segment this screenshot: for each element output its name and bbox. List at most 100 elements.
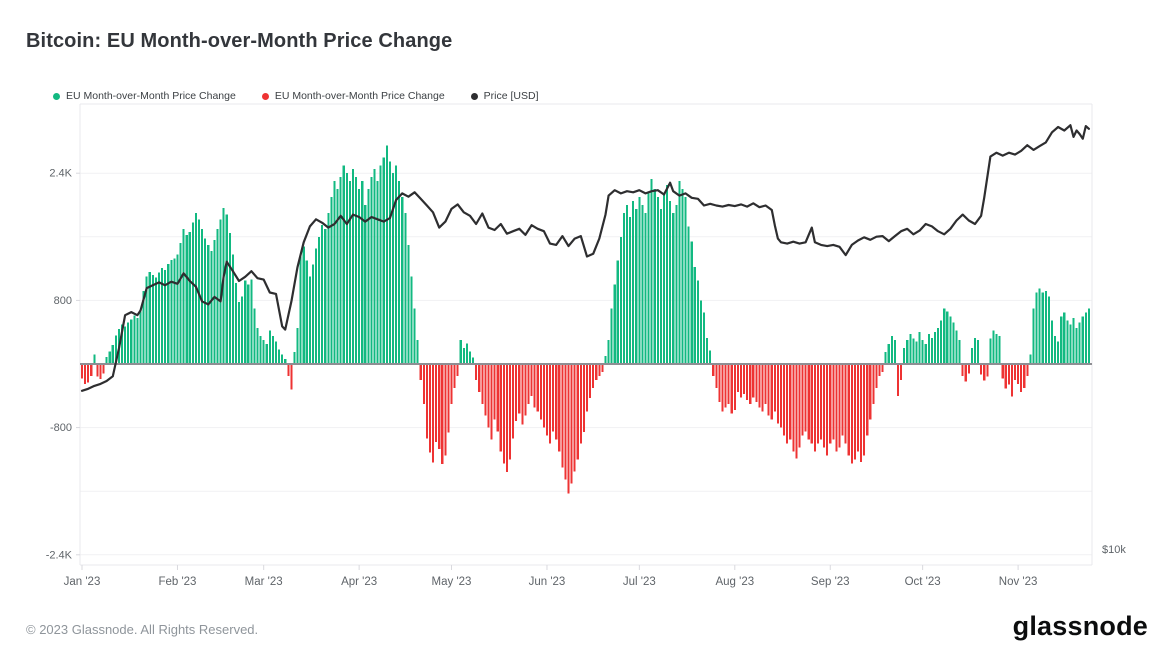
negative-bar — [819, 364, 823, 440]
positive-bar — [179, 243, 182, 364]
positive-bar — [302, 246, 305, 364]
positive-bar — [305, 260, 308, 364]
negative-bar — [863, 364, 866, 456]
negative-bar — [715, 364, 718, 388]
positive-bar — [468, 351, 472, 364]
negative-bar — [746, 364, 749, 400]
positive-bar — [912, 338, 915, 364]
positive-bar — [145, 276, 148, 364]
negative-bar — [856, 364, 860, 452]
positive-bar — [127, 322, 130, 364]
positive-bar — [998, 336, 1001, 364]
positive-bar — [949, 316, 952, 364]
negative-bar — [869, 364, 872, 420]
positive-bar — [111, 344, 114, 364]
negative-bar — [980, 364, 983, 375]
positive-bar — [358, 189, 361, 364]
positive-bar — [622, 212, 625, 364]
positive-bar — [410, 276, 413, 364]
positive-bar — [370, 177, 373, 364]
positive-bar — [151, 274, 154, 364]
negative-bar — [530, 364, 533, 396]
positive-bar — [345, 173, 348, 364]
positive-bar — [992, 330, 995, 364]
negative-bar — [549, 364, 552, 444]
negative-bar — [773, 364, 776, 412]
legend-item-price-usd[interactable]: Price [USD] — [470, 90, 539, 102]
positive-bar — [265, 344, 268, 365]
negative-bar — [545, 364, 549, 436]
negative-bar — [896, 364, 900, 396]
positive-bar — [93, 354, 96, 364]
positive-bar — [1081, 316, 1084, 364]
legend-item-positive-change[interactable]: EU Month-over-Month Price Change — [53, 90, 236, 102]
positive-bar — [173, 258, 176, 364]
positive-bar — [342, 165, 345, 364]
negative-bar — [1023, 364, 1026, 388]
positive-bar — [659, 208, 662, 364]
negative-bar — [1013, 364, 1017, 380]
positive-bar — [604, 356, 607, 364]
positive-bar — [262, 340, 265, 364]
positive-bar — [638, 197, 641, 364]
positive-bar — [120, 324, 124, 364]
negative-bar — [478, 364, 481, 392]
negative-bar — [866, 364, 869, 436]
positive-bar — [296, 328, 299, 364]
positive-bar — [644, 212, 647, 364]
positive-bar — [191, 222, 194, 364]
positive-bar — [699, 300, 702, 364]
positive-bar — [465, 343, 468, 364]
positive-bar — [989, 338, 992, 364]
positive-bar — [404, 212, 407, 364]
negative-bar — [80, 364, 84, 379]
axis-label: May '23 — [432, 576, 472, 588]
positive-bar — [702, 312, 706, 364]
negative-bar — [776, 364, 779, 424]
positive-bar — [247, 284, 250, 364]
legend-item-negative-change[interactable]: EU Month-over-Month Price Change — [261, 90, 445, 102]
negative-bar — [435, 364, 438, 442]
negative-bar — [585, 364, 589, 412]
positive-bar — [133, 315, 136, 364]
negative-bar — [428, 364, 432, 453]
negative-bar — [878, 364, 881, 376]
negative-bar — [823, 364, 826, 448]
positive-bar — [164, 270, 167, 364]
positive-bar — [472, 357, 475, 364]
negative-bar — [718, 364, 721, 403]
negative-bar — [875, 364, 878, 388]
positive-bar — [376, 181, 379, 364]
negative-bar — [983, 364, 986, 381]
negative-bar — [521, 364, 524, 425]
positive-bar — [684, 197, 687, 364]
positive-bar — [256, 328, 259, 364]
negative-bar — [961, 364, 964, 376]
negative-bar — [84, 364, 87, 384]
positive-bar — [666, 185, 669, 365]
right-axis: $10k — [1102, 544, 1126, 556]
positive-bar — [336, 189, 339, 364]
negative-bar — [496, 364, 499, 432]
negative-bar — [490, 364, 493, 440]
positive-bar — [693, 267, 696, 364]
positive-bar — [675, 205, 678, 364]
negative-bar — [792, 364, 795, 452]
positive-bar — [142, 290, 145, 364]
positive-bar — [237, 301, 241, 364]
positive-bar — [213, 239, 216, 364]
positive-bar — [1050, 320, 1054, 364]
negative-bar — [508, 364, 512, 460]
positive-bar — [955, 330, 958, 364]
positive-bar — [696, 280, 699, 364]
negative-bar — [518, 364, 521, 414]
negative-bar — [595, 364, 598, 380]
negative-bar — [87, 364, 90, 383]
positive-bar — [943, 308, 946, 364]
negative-bar — [900, 364, 903, 380]
negative-bar — [1001, 364, 1004, 379]
positive-bar — [921, 340, 924, 364]
positive-bar — [373, 169, 376, 364]
negative-bar — [481, 364, 484, 404]
